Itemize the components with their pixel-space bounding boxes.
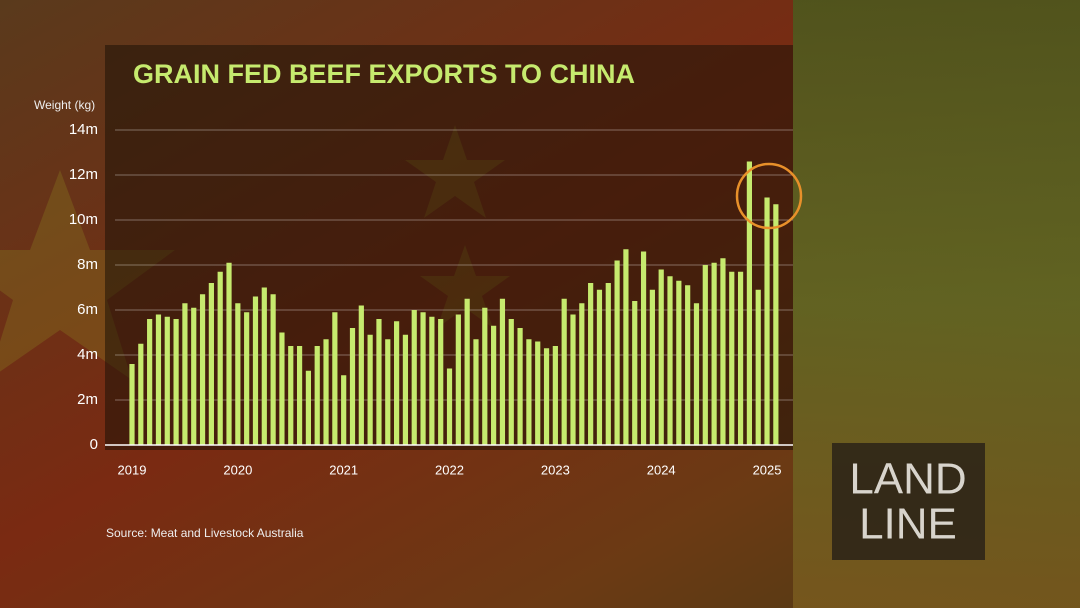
- y-tick-label: 14m: [69, 121, 98, 138]
- bar: [358, 305, 364, 445]
- bar: [138, 343, 144, 445]
- bar: [676, 280, 682, 445]
- bar: [199, 294, 206, 445]
- y-tick-label: 4m: [77, 346, 98, 363]
- x-tick-label: 2023: [541, 462, 570, 477]
- bar: [279, 332, 285, 445]
- y-tick-label: 2m: [77, 391, 98, 408]
- bar: [288, 346, 294, 445]
- y-tick-label: 12m: [69, 166, 98, 183]
- source: Source: Meat and Livestock Australia: [106, 526, 304, 540]
- bar: [473, 339, 479, 445]
- bar: [402, 334, 409, 445]
- bar: [508, 319, 514, 445]
- bar: [252, 296, 259, 445]
- x-tick-label: 2021: [329, 462, 358, 477]
- bar: [720, 258, 726, 445]
- bar: [640, 251, 647, 445]
- bar: [155, 314, 162, 445]
- bar: [376, 319, 382, 445]
- bar: [579, 303, 585, 445]
- logo-box: [832, 443, 985, 560]
- bar: [446, 368, 453, 445]
- bar: [420, 312, 426, 445]
- bar: [755, 289, 761, 445]
- y-axis-label: Weight (kg): [34, 98, 95, 112]
- bar: [614, 260, 620, 445]
- bar: [208, 283, 214, 445]
- bar: [737, 271, 744, 445]
- bar: [517, 328, 523, 445]
- bar: [773, 204, 779, 445]
- bar: [296, 346, 303, 445]
- bar: [217, 271, 223, 445]
- bar: [314, 346, 320, 445]
- bar: [482, 307, 488, 445]
- bar: [526, 339, 532, 445]
- bar: [385, 339, 391, 445]
- bar: [147, 319, 153, 445]
- bar: [182, 303, 188, 445]
- bar: [499, 298, 506, 445]
- bar: [491, 325, 497, 445]
- bar: [658, 269, 664, 445]
- bar: [270, 294, 276, 445]
- bar: [623, 249, 629, 445]
- y-tick-label: 8m: [77, 256, 98, 273]
- bar: [341, 375, 347, 445]
- bar: [552, 346, 558, 445]
- x-tick-label: 2025: [753, 462, 782, 477]
- bar: [323, 339, 329, 445]
- bar: [411, 310, 417, 445]
- bar: [464, 298, 470, 445]
- y-tick-label: 0: [90, 436, 98, 453]
- y-tick-label: 6m: [77, 301, 98, 318]
- bar: [244, 312, 250, 445]
- bar: [632, 301, 638, 445]
- bar: [561, 298, 567, 445]
- bar: [711, 262, 717, 445]
- chart-title: GRAIN FED BEEF EXPORTS TO CHINA: [133, 59, 635, 89]
- y-tick-label: 10m: [69, 211, 98, 228]
- bar: [349, 328, 356, 445]
- bar: [702, 265, 708, 445]
- logo-text: LINE: [859, 500, 957, 549]
- bar: [693, 303, 700, 445]
- x-tick-label: 2022: [435, 462, 464, 477]
- bar: [129, 364, 135, 445]
- bar: [764, 197, 770, 445]
- bar: [191, 307, 197, 445]
- bar: [367, 334, 373, 445]
- bar: [729, 271, 735, 445]
- x-tick-label: 2024: [647, 462, 676, 477]
- bar: [226, 262, 232, 445]
- bar: [570, 314, 576, 445]
- bar: [438, 319, 444, 445]
- bar: [394, 321, 400, 445]
- bar: [455, 314, 461, 445]
- x-tick-label: 2020: [223, 462, 252, 477]
- bar: [746, 161, 752, 445]
- highlight-circle: [735, 162, 803, 230]
- x-tick-label: 2019: [118, 462, 147, 477]
- bar: [173, 319, 179, 445]
- bar: [543, 348, 550, 445]
- bar: [535, 341, 541, 445]
- bar: [305, 370, 311, 445]
- bar: [596, 289, 603, 445]
- bar: [235, 303, 241, 445]
- bar: [649, 289, 655, 445]
- bar: [429, 316, 435, 445]
- bar: [605, 283, 611, 445]
- flag-star: [0, 170, 175, 380]
- bar: [261, 287, 267, 445]
- bar: [164, 316, 170, 445]
- bar: [667, 276, 673, 445]
- bar: [332, 312, 338, 445]
- logo-text: LAND: [849, 455, 966, 504]
- bar: [685, 285, 691, 445]
- bar: [588, 283, 594, 445]
